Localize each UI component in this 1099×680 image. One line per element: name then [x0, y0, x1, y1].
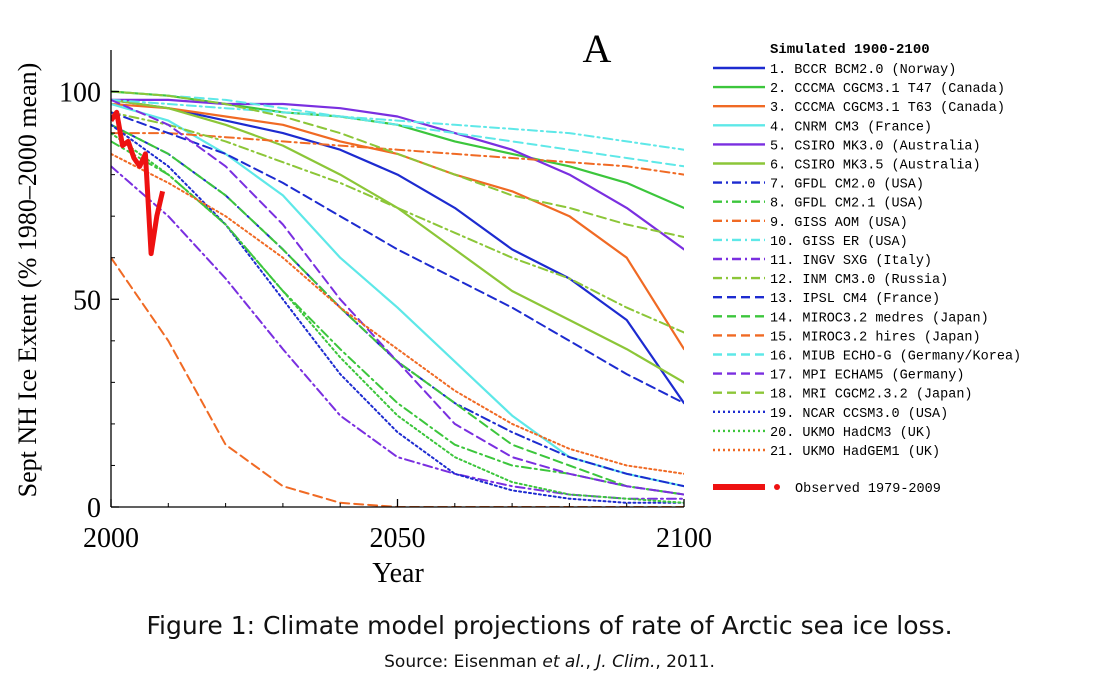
legend-observed-dot: [774, 484, 780, 490]
legend-label-18: 18. MRI CGCM2.3.2 (Japan): [770, 388, 973, 403]
series-line-1: [111, 98, 684, 405]
legend-label-1: 1. BCCR BCM2.0 (Norway): [770, 63, 956, 78]
series-line-13: [111, 111, 684, 405]
series-line-17: [111, 98, 684, 496]
legend-label-21: 21. UKMO HadGEM1 (UK): [770, 445, 940, 460]
series-line-6: [111, 98, 684, 384]
series-line-20: [111, 132, 684, 504]
legend-label-20: 20. UKMO HadCM3 (UK): [770, 426, 932, 441]
series-line-4: [111, 102, 684, 488]
legend-label-2: 2. CCCMA CGCM3.1 T47 (Canada): [770, 82, 1005, 97]
legend-label-9: 9. GISS AOM (USA): [770, 216, 908, 231]
series-line-11: [111, 165, 684, 500]
series-line-10: [111, 98, 684, 151]
x-tick-label: 2100: [656, 523, 712, 554]
series-line-14: [111, 123, 684, 496]
figure-source: Source: Eisenman et al., J. Clim., 2011.: [0, 652, 1099, 672]
y-tick-label: 100: [59, 78, 101, 109]
y-tick-label: 0: [87, 493, 101, 524]
source-etal: et al.: [542, 652, 586, 672]
series-line-21: [111, 152, 684, 475]
legend-title: Simulated 1900-2100: [770, 42, 930, 58]
climate-chart: 2000 2050 2100 0 50 100 A Year Sept NH Ice Ex…: [13, 26, 1021, 589]
axes: 2000 2050 2100 0 50 100: [59, 50, 712, 554]
legend: Simulated 1900-2100 1. BCCR BCM2.0 (Norwa…: [713, 42, 1021, 497]
series-line-19: [111, 123, 684, 504]
legend-label-10: 10. GISS ER (USA): [770, 235, 908, 250]
series-line-16: [111, 90, 684, 168]
x-tick-label: 2000: [83, 523, 139, 554]
legend-label-5: 5. CSIRO MK3.0 (Australia): [770, 139, 981, 154]
legend-label-observed: Observed 1979-2009: [795, 482, 941, 497]
source-suffix: , 2011.: [655, 652, 715, 672]
plot-area: [111, 90, 684, 507]
source-journal: J. Clim.: [596, 652, 656, 672]
legend-label-17: 17. MPI ECHAM5 (Germany): [770, 369, 964, 384]
series-line-5: [111, 98, 684, 251]
legend-label-14: 14. MIROC3.2 medres (Japan): [770, 311, 989, 326]
legend-label-6: 6. CSIRO MK3.5 (Australia): [770, 159, 981, 174]
legend-label-12: 12. INM CM3.0 (Russia): [770, 273, 948, 288]
series-line-18: [111, 90, 684, 238]
legend-label-13: 13. IPSL CM4 (France): [770, 292, 940, 307]
y-tick-label: 50: [73, 285, 101, 316]
legend-label-7: 7. GFDL CM2.0 (USA): [770, 178, 924, 193]
observed-line: [111, 109, 166, 257]
legend-label-16: 16. MIUB ECHO-G (Germany/Korea): [770, 350, 1021, 365]
series-line-15: [111, 256, 684, 507]
legend-label-15: 15. MIROC3.2 hires (Japan): [770, 330, 981, 345]
legend-label-3: 3. CCCMA CGCM3.1 T63 (Canada): [770, 101, 1005, 116]
x-axis-label: Year: [372, 558, 424, 589]
legend-label-11: 11. INGV SXG (Italy): [770, 254, 932, 269]
source-prefix: Source: Eisenman: [384, 652, 543, 672]
series-line-3: [111, 102, 684, 351]
y-axis-label: Sept NH Ice Extent (% 1980–2000 mean): [13, 63, 42, 498]
legend-label-19: 19. NCAR CCSM3.0 (USA): [770, 407, 948, 422]
x-tick-label: 2050: [370, 523, 426, 554]
series-line-12: [111, 111, 684, 334]
legend-label-4: 4. CNRM CM3 (France): [770, 120, 932, 135]
legend-label-8: 8. GFDL CM2.1 (USA): [770, 197, 924, 212]
figure-caption: Figure 1: Climate model projections of r…: [146, 611, 953, 640]
panel-label: A: [583, 26, 612, 71]
source-mid: ,: [585, 652, 597, 672]
